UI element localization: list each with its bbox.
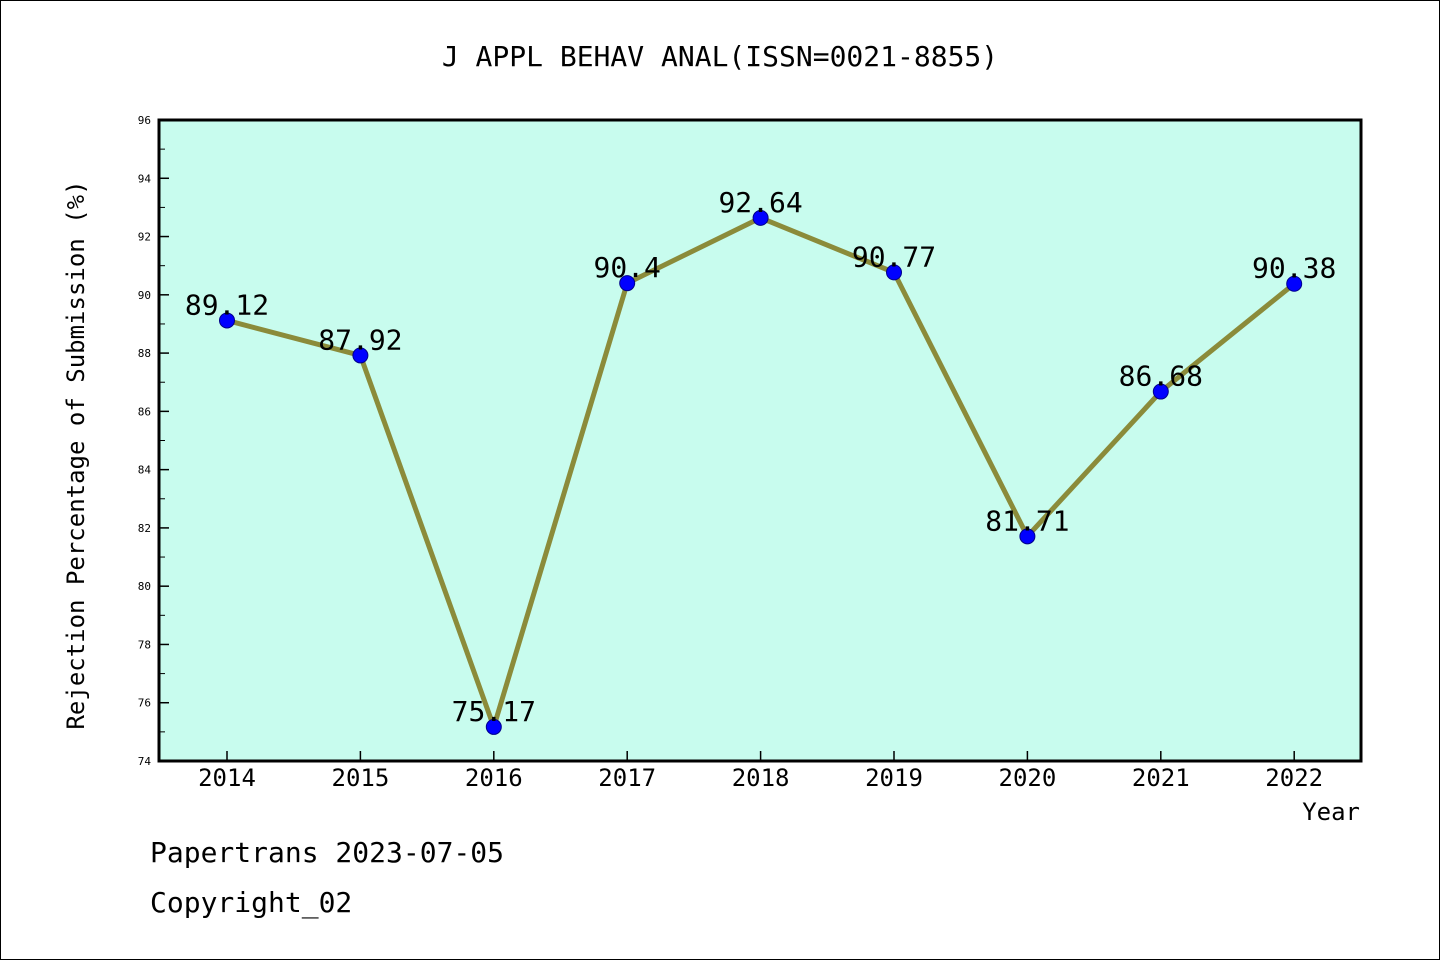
y-tick-label: 84 xyxy=(138,464,152,477)
data-label: 75.17 xyxy=(452,695,536,728)
y-axis-label: Rejection Percentage of Submission (%) xyxy=(62,180,90,729)
x-tick-label: 2017 xyxy=(598,764,656,792)
data-label: 81.71 xyxy=(985,504,1069,537)
x-tick-label: 2014 xyxy=(198,764,256,792)
data-label: 90.38 xyxy=(1252,252,1336,285)
data-point xyxy=(1152,383,1169,400)
data-label: 86.68 xyxy=(1119,360,1203,393)
y-tick-label: 86 xyxy=(138,405,151,418)
y-tick-label: 96 xyxy=(138,114,151,127)
y-tick-label: 74 xyxy=(138,755,152,768)
data-point xyxy=(219,312,235,329)
data-point xyxy=(485,718,502,735)
x-tick-label: 2018 xyxy=(732,764,790,792)
x-tick-label: 2021 xyxy=(1132,764,1190,792)
data-label: 92.64 xyxy=(718,186,802,219)
x-axis: 2014 2015 2016 2017 2018 2019 2020 2021 2022 xyxy=(198,751,1323,792)
footer-copyright: Copyright_02 xyxy=(150,886,353,919)
x-tick-label: 2015 xyxy=(332,764,390,792)
y-axis: 74 76 78 80 82 84 86 88 90 92 94 96 xyxy=(138,114,169,768)
data-point xyxy=(1286,275,1303,292)
data-point xyxy=(352,347,369,364)
x-axis-label: Year xyxy=(1302,798,1360,826)
x-tick-label: 2022 xyxy=(1265,764,1323,792)
x-tick-label: 2019 xyxy=(865,764,923,792)
chart-title: J APPL BEHAV ANAL(ISSN=0021-8855) xyxy=(442,40,998,73)
y-tick-label: 92 xyxy=(138,231,151,244)
footer-date: Papertrans 2023-07-05 xyxy=(150,836,505,869)
x-tick-label: 2020 xyxy=(999,764,1057,792)
data-label: 89.12 xyxy=(185,288,269,321)
y-tick-label: 90 xyxy=(138,289,151,302)
series-group: 89.12 87.92 75.17 90.4 92.64 90.77 81.71 86.68 9… xyxy=(185,186,1336,735)
data-point xyxy=(752,209,769,226)
x-tick-label: 2016 xyxy=(465,764,523,792)
y-tick-label: 80 xyxy=(138,580,151,593)
y-tick-label: 78 xyxy=(138,638,151,651)
data-point xyxy=(619,275,636,292)
y-tick-label: 82 xyxy=(138,522,151,535)
y-tick-label: 76 xyxy=(138,697,151,710)
data-label: 90.4 xyxy=(593,251,660,284)
y-tick-label: 88 xyxy=(138,347,151,360)
data-label: 90.77 xyxy=(852,240,936,273)
plot-area xyxy=(157,118,1363,763)
data-point xyxy=(886,264,902,281)
data-point xyxy=(1019,528,1036,545)
y-tick-label: 94 xyxy=(138,172,152,185)
data-label: 87.92 xyxy=(318,323,402,356)
